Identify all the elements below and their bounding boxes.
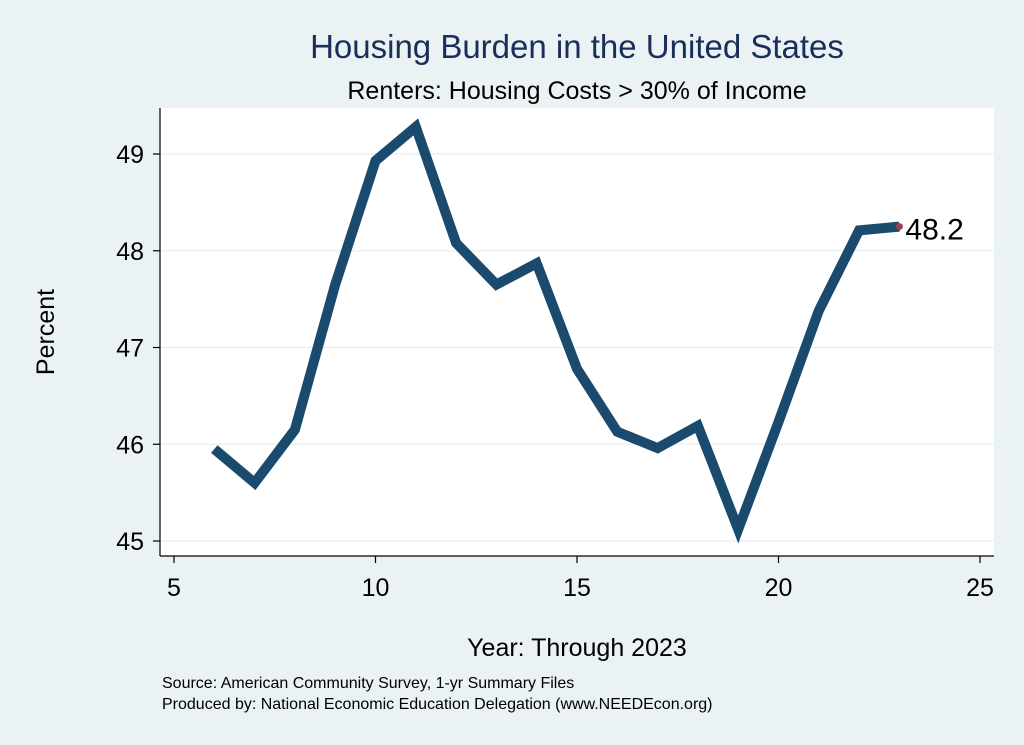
chart-subtitle: Renters: Housing Costs > 30% of Income <box>347 77 806 105</box>
x-tick-label: 25 <box>966 574 994 602</box>
y-tick-label: 47 <box>116 335 144 363</box>
x-tick-label: 10 <box>362 574 390 602</box>
source-note: Source: American Community Survey, 1-yr … <box>162 675 574 692</box>
producer-note: Produced by: National Economic Education… <box>162 696 713 713</box>
y-axis-title: Percent <box>32 289 60 375</box>
x-tick-label: 20 <box>765 574 793 602</box>
x-tick-label: 15 <box>563 574 591 602</box>
axes: 45 46 47 48 49 5 10 15 20 25 <box>116 108 994 602</box>
series-group <box>211 118 903 544</box>
y-tick-label: 49 <box>116 141 144 169</box>
gridlines <box>160 153 994 542</box>
chart-title: Housing Burden in the United States <box>310 28 844 65</box>
y-tick-label: 46 <box>116 431 144 459</box>
series-line <box>211 118 900 544</box>
y-tick-label: 45 <box>116 528 144 556</box>
end-point-marker <box>895 223 903 231</box>
y-tick-label: 48 <box>116 238 144 266</box>
plot-area <box>160 108 994 556</box>
x-axis-title: Year: Through 2023 <box>467 634 687 662</box>
end-value-label: 48.2 <box>905 214 963 247</box>
x-tick-label: 5 <box>167 574 181 602</box>
